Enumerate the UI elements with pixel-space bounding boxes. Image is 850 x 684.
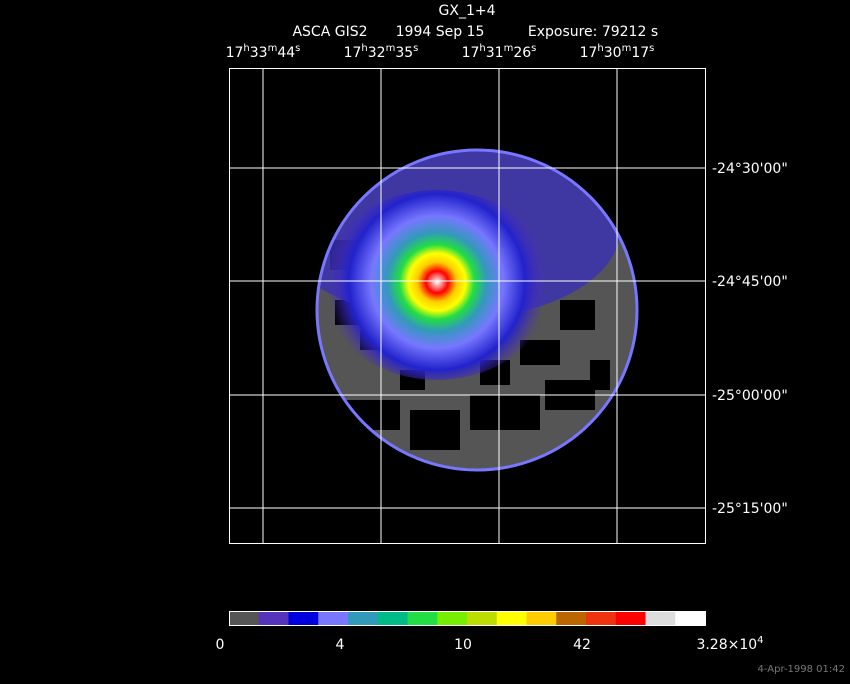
colorbar-segment: [645, 611, 676, 625]
dec-label: -24°45'00": [712, 274, 788, 290]
superscript: 4: [757, 635, 763, 646]
superscript: m: [504, 43, 514, 54]
superscript: m: [268, 43, 278, 54]
superscript: s: [413, 43, 418, 54]
ra-label: 17h31m26s: [462, 43, 537, 61]
colorbar-segment: [377, 611, 408, 625]
colorbar-segment: [258, 611, 289, 625]
ra-label: 17h32m35s: [344, 43, 419, 61]
superscript: s: [649, 43, 654, 54]
superscript: h: [361, 43, 367, 54]
colorbar-segment: [467, 611, 498, 625]
text-part: 3.28×10: [696, 637, 757, 653]
colorbar-label: 42: [573, 637, 591, 653]
colorbar-segment: [615, 611, 646, 625]
colorbar-segment: [229, 611, 260, 625]
ra-label: 17h33m44s: [226, 43, 301, 61]
text-part: 33: [250, 45, 268, 61]
colorbar-label: 0: [216, 637, 225, 653]
text-part: 32: [368, 45, 386, 61]
detector-field: [317, 150, 637, 470]
text-part: 31: [486, 45, 504, 61]
text-part: 30: [604, 45, 622, 61]
text-part: 17: [344, 45, 362, 61]
text-part: 17: [580, 45, 598, 61]
title: GX_1+4: [439, 3, 496, 19]
text-part: 42: [573, 637, 591, 653]
text-part: 10: [454, 637, 472, 653]
dec-label: -25°15'00": [712, 501, 788, 517]
text-part: 0: [216, 637, 225, 653]
colorbar-segment: [526, 611, 557, 625]
text-part: 4: [336, 637, 345, 653]
colorbar-label: 10: [454, 637, 472, 653]
colorbar-segment: [437, 611, 468, 625]
superscript: h: [243, 43, 249, 54]
colorbar-segment: [407, 611, 438, 625]
superscript: h: [479, 43, 485, 54]
colorbar-label: 3.28×104: [696, 635, 763, 653]
colorbar-segment: [675, 611, 706, 625]
dec-label: -25°00'00": [712, 388, 788, 404]
colorbar-segment: [348, 611, 379, 625]
colorbar-segment: [556, 611, 587, 625]
date: 1994 Sep 15: [396, 24, 485, 40]
superscript: s: [531, 43, 536, 54]
colorbar-segment: [318, 611, 349, 625]
text-part: 17: [631, 45, 649, 61]
superscript: m: [622, 43, 632, 54]
text-part: 17: [226, 45, 244, 61]
instrument: ASCA GIS2: [292, 24, 367, 40]
colorbar-label: 4: [336, 637, 345, 653]
superscript: s: [295, 43, 300, 54]
ra-label: 17h30m17s: [580, 43, 655, 61]
text-part: 17: [462, 45, 480, 61]
colorbar-segment: [496, 611, 527, 625]
text-part: 44: [277, 45, 295, 61]
dec-label: -24°30'00": [712, 161, 788, 177]
superscript: h: [597, 43, 603, 54]
colorbar-segment: [288, 611, 319, 625]
colorbar-segment: [586, 611, 617, 625]
superscript: m: [386, 43, 396, 54]
exposure: Exposure: 79212 s: [528, 24, 658, 40]
text-part: 35: [395, 45, 413, 61]
text-part: 26: [513, 45, 531, 61]
colorbar-frame: [229, 611, 706, 626]
timestamp: 4-Apr-1998 01:42: [758, 664, 845, 675]
